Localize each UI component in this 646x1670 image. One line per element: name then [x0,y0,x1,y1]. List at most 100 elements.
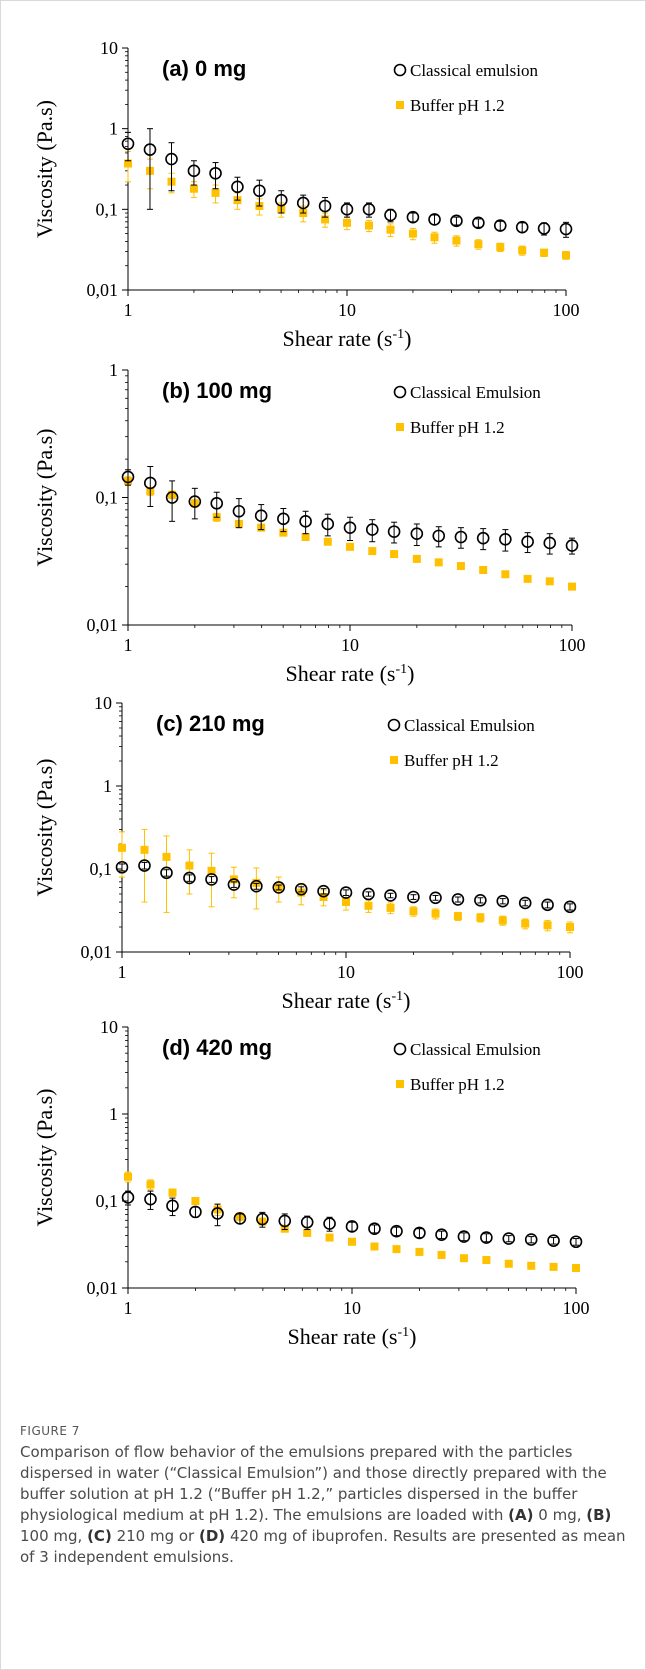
data-point [368,547,377,556]
legend-label: Buffer pH 1.2 [404,751,499,770]
data-point [515,220,529,234]
chart-panel-1: 0,01 0,1 1 10 1 10 100 Shear rate (s-1) Viscosit… [32,38,580,351]
data-point [231,180,244,194]
data-point [124,159,132,168]
caption-text: Comparison of flow behavior of the emuls… [20,1443,626,1566]
y-tick-label: 1 [109,1104,118,1124]
data-point [340,203,354,216]
data-point [364,901,373,910]
data-point [415,1247,424,1256]
data-point [413,1226,426,1240]
data-point [189,1205,202,1219]
data-point [191,1197,200,1205]
data-point [187,164,201,178]
series-1 [121,1190,583,1249]
data-point [496,894,510,908]
legend-label: Classical emulsion [410,61,538,80]
data-point [429,891,442,905]
data-point [504,1259,513,1268]
data-point [124,1172,132,1181]
data-point [501,570,510,579]
data-point [408,229,417,238]
legend-label: Buffer pH 1.2 [410,418,505,437]
data-point [410,527,424,541]
data-point [343,521,357,534]
y-tick-label: 0,01 [87,1278,119,1298]
y-tick-label: 10 [100,1017,118,1037]
data-point [144,1192,157,1206]
x-tick-label: 100 [563,1298,590,1318]
x-axis-title: Shear rate (s-1) [283,326,412,351]
data-point [431,909,440,918]
data-point [384,208,397,222]
data-point [303,1228,312,1237]
data-point [252,878,261,887]
x-tick-label: 10 [337,962,355,982]
data-point [541,898,554,912]
x-tick-label: 100 [559,635,586,655]
legend-marker [396,101,404,109]
data-point [457,1230,471,1243]
x-tick-label: 1 [124,300,133,320]
legend-label: Classical Emulsion [404,716,535,735]
legend-marker [393,1042,407,1056]
data-point [569,1235,583,1249]
x-axis-title: Shear rate (s-1) [288,1324,417,1349]
data-point [165,491,179,504]
x-axis-title: Shear rate (s-1) [286,661,415,686]
series-1 [121,466,579,555]
series-2 [118,828,574,934]
data-point [317,884,330,898]
data-point [572,1263,580,1272]
data-point [523,574,532,583]
data-point [432,529,446,543]
data-point [165,152,178,166]
data-point [185,861,194,870]
data-point [547,1234,560,1247]
data-point [343,218,351,227]
data-point [278,1214,292,1228]
y-axis-title: Viscosity (Pa.s) [32,100,57,238]
data-point [323,1217,336,1230]
data-point [256,1212,269,1226]
data-point [563,900,577,914]
data-point [348,1237,356,1246]
y-tick-label: 0,01 [81,942,113,962]
data-point [450,214,463,228]
data-point [368,1222,381,1236]
data-point [499,533,512,546]
y-tick-label: 0,01 [87,615,119,635]
data-point [272,881,286,894]
data-point [480,1231,493,1244]
data-point [210,497,224,510]
x-tick-label: 1 [118,962,127,982]
data-point [296,196,310,210]
y-tick-label: 0,1 [96,488,119,508]
data-point [434,558,443,567]
data-point [518,246,527,255]
data-point [498,916,507,925]
data-point [566,923,574,932]
data-point [143,476,157,490]
data-point [521,535,534,549]
y-tick-label: 0,01 [87,280,119,300]
legend-marker [393,63,407,77]
data-point [370,1242,379,1251]
data-point [543,536,557,550]
data-point [211,188,220,197]
data-point [121,1191,135,1204]
data-point [409,907,418,916]
data-point [121,137,135,151]
data-point [254,509,268,522]
data-point [537,222,551,235]
panel-title: (a) 0 mg [162,56,246,81]
data-point [301,533,310,541]
data-point [559,222,573,236]
data-point [545,577,554,586]
data-point [384,889,397,902]
x-tick-label: 10 [343,1298,361,1318]
data-point [166,1199,179,1213]
y-axis-title: Viscosity (Pa.s) [32,428,57,566]
data-point [121,470,135,484]
data-point [362,203,376,216]
